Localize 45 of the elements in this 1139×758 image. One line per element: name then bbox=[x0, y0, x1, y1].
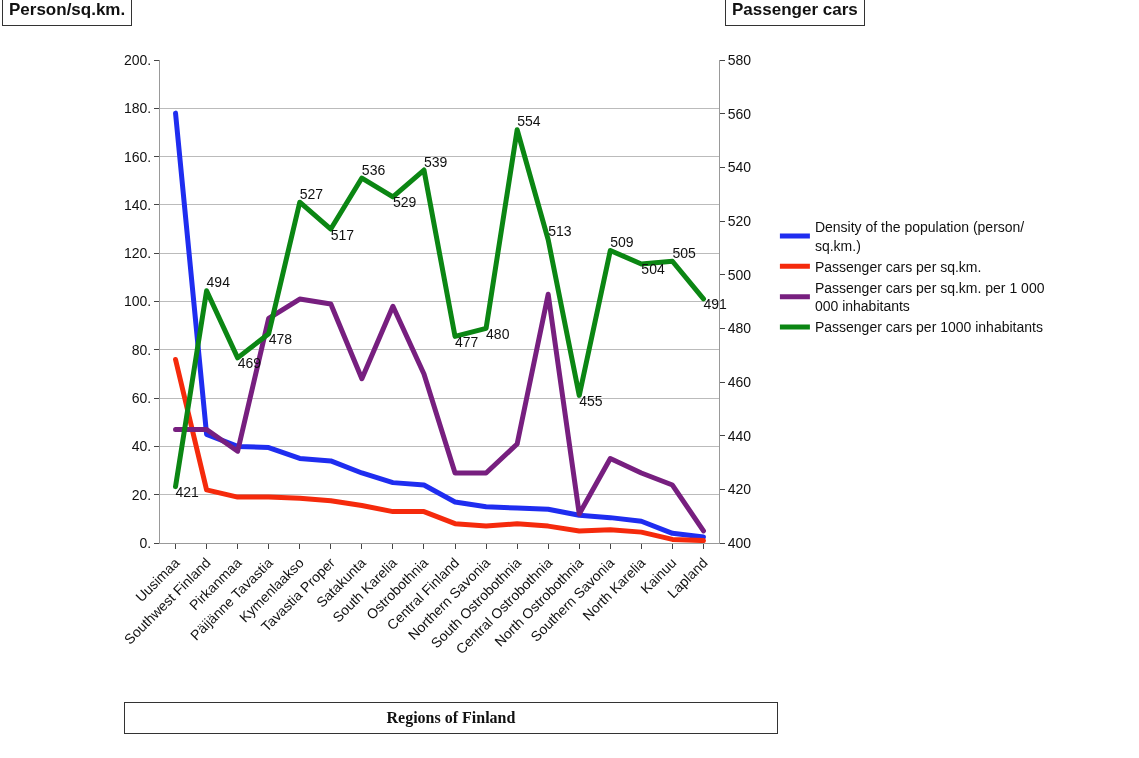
y-tick-label: 0. bbox=[139, 534, 152, 551]
y-tick-label: 100. bbox=[123, 293, 152, 310]
y2-axis-title: Passenger cars bbox=[732, 0, 858, 19]
data-label: 480 bbox=[486, 325, 510, 342]
data-label: 529 bbox=[392, 194, 417, 211]
data-label: 478 bbox=[268, 331, 293, 348]
data-label: 554 bbox=[517, 113, 541, 130]
data-label: 505 bbox=[672, 244, 696, 261]
y-tick-label: 160. bbox=[123, 148, 152, 165]
data-label: 455 bbox=[579, 392, 603, 409]
data-label: 491 bbox=[703, 296, 728, 313]
y2-tick-label: 580 bbox=[727, 51, 752, 68]
y2-tick-label: 540 bbox=[727, 159, 752, 176]
data-label: 527 bbox=[299, 185, 324, 202]
y-tick-label: 40. bbox=[131, 438, 152, 455]
y-tick-label: 80. bbox=[131, 341, 152, 358]
y-axis-title: Person/sq.km. bbox=[9, 0, 126, 19]
data-label: 539 bbox=[423, 153, 448, 170]
y-tick-label: 60. bbox=[131, 390, 152, 406]
legend-label: Passenger cars per 1000 inhabitants bbox=[814, 319, 1043, 336]
y2-tick-label: 560 bbox=[727, 105, 752, 122]
y2-tick-label: 520 bbox=[727, 212, 752, 229]
y2-tick-label: 460 bbox=[727, 373, 752, 390]
data-label: 494 bbox=[206, 274, 231, 291]
y-tick-label: 140. bbox=[123, 196, 152, 213]
y-tick-label: 200. bbox=[123, 51, 152, 68]
y-tick-label: 120. bbox=[123, 245, 152, 262]
data-label: 504 bbox=[641, 261, 665, 278]
y2-tick-label: 480 bbox=[727, 320, 752, 337]
data-label: 509 bbox=[610, 234, 634, 251]
data-label: 536 bbox=[361, 161, 386, 178]
legend-label: Density of the population (person/ sq.km.) bbox=[814, 219, 1025, 254]
data-label: 517 bbox=[330, 226, 355, 243]
legend-label: Passenger cars per sq.km. bbox=[814, 258, 982, 275]
data-label: 477 bbox=[455, 333, 479, 350]
x-axis-title: Regions of Finland bbox=[386, 709, 516, 727]
y2-tick-label: 440 bbox=[727, 427, 752, 444]
data-label: 513 bbox=[548, 223, 572, 240]
y2-tick-label: 500 bbox=[727, 266, 752, 283]
legend-label: Passenger cars per sq.km. per 1 000 000 inhabitants bbox=[814, 280, 1045, 315]
data-label: 421 bbox=[175, 484, 200, 501]
y-tick-label: 180. bbox=[123, 100, 152, 117]
y2-tick-label: 400 bbox=[727, 534, 752, 551]
y2-tick-label: 420 bbox=[727, 481, 752, 498]
y-tick-label: 20. bbox=[131, 486, 152, 503]
